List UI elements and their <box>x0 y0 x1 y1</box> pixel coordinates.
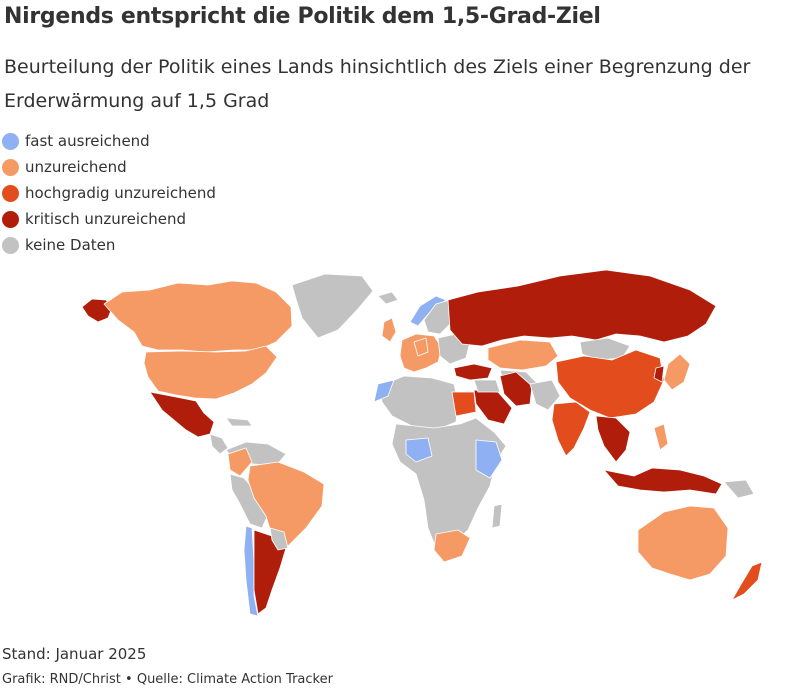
region-korea <box>653 365 665 383</box>
region-south-africa <box>433 529 471 563</box>
region-germany <box>413 337 429 357</box>
legend: fast ausreichend unzureichend hochgradig… <box>2 128 216 258</box>
legend-swatch <box>2 210 19 228</box>
region-japan <box>663 353 691 391</box>
legend-swatch <box>2 158 19 176</box>
region-indonesia <box>603 467 723 495</box>
region-greenland <box>291 273 374 339</box>
footer-credit: Grafik: RND/Christ • Quelle: Climate Act… <box>2 672 333 687</box>
footer-stand: Stand: Januar 2025 <box>2 645 147 663</box>
chart-subtitle: Beurteilung der Politik eines Lands hins… <box>4 56 751 112</box>
region-nigeria <box>405 437 433 463</box>
legend-item-keine-daten: keine Daten <box>2 232 216 258</box>
region-middle-east <box>473 379 501 393</box>
region-canada <box>103 280 293 353</box>
region-iran <box>499 371 533 407</box>
legend-item-unzureichend: unzureichend <box>2 154 216 180</box>
region-uk <box>381 317 397 343</box>
region-afghanistan-pakistan <box>529 379 561 411</box>
region-new-zealand <box>731 561 763 601</box>
world-map <box>81 269 763 617</box>
region-sub-saharan-africa <box>391 417 507 549</box>
region-egypt <box>451 391 477 417</box>
legend-item-hochgradig-unzureichend: hochgradig unzureichend <box>2 180 216 206</box>
legend-swatch <box>2 132 19 150</box>
region-brazil <box>247 461 325 547</box>
legend-label: unzureichend <box>25 158 127 176</box>
region-kazakhstan <box>487 339 559 371</box>
region-papua <box>723 479 755 499</box>
region-north-africa <box>379 375 459 431</box>
legend-swatch <box>2 184 19 202</box>
region-madagascar <box>491 503 503 529</box>
legend-item-fast-ausreichend: fast ausreichend <box>2 128 216 154</box>
region-philippines <box>653 423 669 451</box>
region-turkey <box>453 363 493 381</box>
region-uruguay-paraguay <box>269 527 289 551</box>
region-china <box>555 349 665 419</box>
region-central-america <box>209 433 229 455</box>
region-peru-bolivia <box>229 473 271 529</box>
region-india <box>551 401 591 457</box>
legend-label: keine Daten <box>25 236 116 254</box>
legend-swatch <box>2 236 19 254</box>
region-australia <box>637 505 729 581</box>
region-morocco <box>373 379 395 403</box>
region-iceland <box>377 291 399 305</box>
region-southeast-asia <box>595 415 631 463</box>
legend-label: hochgradig unzureichend <box>25 184 216 202</box>
region-usa <box>143 345 278 400</box>
legend-label: kritisch unzureichend <box>25 210 187 228</box>
legend-label: fast ausreichend <box>25 132 150 150</box>
region-colombia <box>227 447 253 477</box>
region-chile <box>243 525 259 617</box>
chart-title: Nirgends entspricht die Politik dem 1,5-… <box>4 4 601 29</box>
legend-item-kritisch-unzureichend: kritisch unzureichend <box>2 206 216 232</box>
region-russia <box>447 269 717 347</box>
region-caribbean <box>225 417 253 427</box>
region-east-africa <box>475 439 503 479</box>
